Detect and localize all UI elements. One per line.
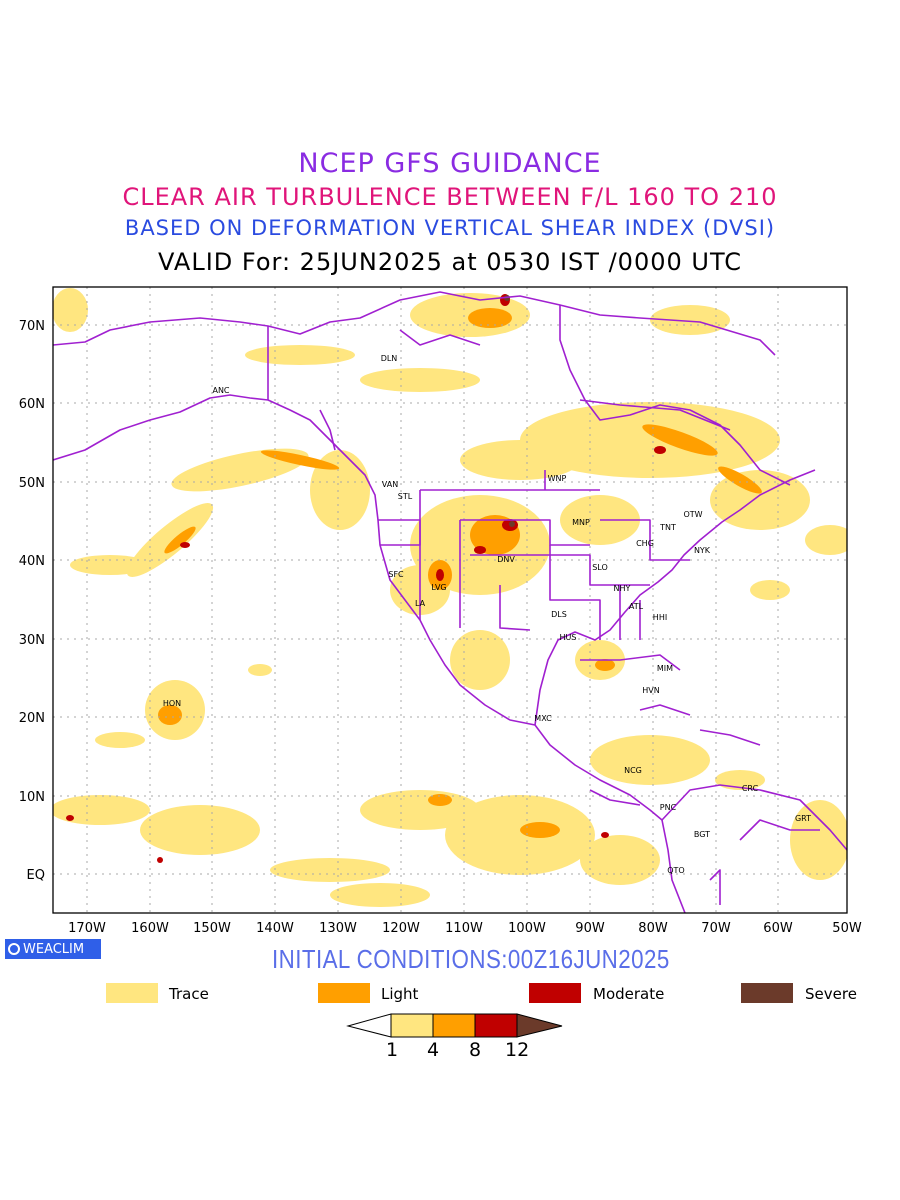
- station-label: HON: [163, 699, 181, 708]
- colorbar-tick: 12: [505, 1039, 530, 1061]
- longitude-labels: 170W 160W 150W 140W 130W 120W 110W 100W 90W 80W 70…: [68, 921, 862, 936]
- station-label: CRC: [742, 784, 759, 793]
- station-label: ATL: [629, 602, 644, 611]
- station-label: QTO: [667, 866, 684, 875]
- colorbar-tick: 1: [386, 1039, 399, 1061]
- lon-label: 170W: [68, 921, 106, 936]
- station-label: SLO: [592, 563, 608, 572]
- station-label: DLN: [381, 354, 398, 363]
- circle-logo-icon: [8, 943, 20, 955]
- lat-label: 20N: [19, 711, 45, 726]
- lat-label: 50N: [19, 476, 45, 491]
- colorbar-tick: 4: [427, 1039, 440, 1061]
- station-label: MIM: [657, 664, 673, 673]
- colorbar-moderate: [474, 1013, 518, 1038]
- lon-label: 110W: [445, 921, 483, 936]
- lat-label: 60N: [19, 397, 45, 412]
- station-label: WNP: [548, 474, 567, 483]
- station-label: GRT: [795, 814, 811, 823]
- legend-swatch-light: [318, 983, 370, 1003]
- lon-label: 130W: [319, 921, 357, 936]
- boundaries: [53, 291, 847, 913]
- lon-label: 70W: [701, 921, 731, 936]
- lon-label: 120W: [382, 921, 420, 936]
- station-label: VAN: [382, 480, 398, 489]
- turbulence-field: [53, 288, 847, 907]
- latitude-labels: 70N 60N 50N 40N 30N 20N 10N EQ: [19, 319, 45, 883]
- weaclim-badge: WEACLIM: [5, 939, 101, 959]
- lon-label: 60W: [763, 921, 793, 936]
- colorbar-trace: [390, 1013, 434, 1038]
- station-label: LA: [415, 599, 426, 608]
- colorbar: [346, 1013, 563, 1038]
- lon-label: 140W: [256, 921, 294, 936]
- lon-label: 50W: [832, 921, 862, 936]
- station-label: STL: [398, 492, 413, 501]
- legend-swatch-trace: [106, 983, 158, 1003]
- station-label: DNV: [497, 555, 515, 564]
- colorbar-high-arrow: [516, 1013, 563, 1038]
- valid-time: VALID For: 25JUN2025 at 0530 IST /0000 U…: [158, 248, 742, 276]
- station-label: NCG: [624, 766, 642, 775]
- station-label: HHI: [653, 613, 667, 622]
- legend-swatch-severe: [741, 983, 793, 1003]
- lat-label: 40N: [19, 554, 45, 569]
- station-label: MXC: [534, 714, 552, 723]
- legend-label-trace: Trace: [169, 985, 209, 1003]
- station-label: NHY: [614, 584, 631, 593]
- station-label: NYK: [694, 546, 711, 555]
- station-label: OTW: [683, 510, 702, 519]
- lon-label: 90W: [575, 921, 605, 936]
- station-label: CHG: [636, 539, 654, 548]
- lon-label: 150W: [193, 921, 231, 936]
- station-label: PNC: [660, 803, 677, 812]
- colorbar-light: [432, 1013, 476, 1038]
- station-label: HUS: [560, 633, 577, 642]
- lon-label: 160W: [131, 921, 169, 936]
- colorbar-low-arrow: [346, 1013, 392, 1038]
- badge-label: WEACLIM: [23, 941, 85, 957]
- legend-label-moderate: Moderate: [593, 985, 665, 1003]
- lat-label: 30N: [19, 633, 45, 648]
- station-label: DLS: [551, 610, 567, 619]
- station-label: HVN: [642, 686, 659, 695]
- chart-title: NCEP GFS GUIDANCE: [298, 148, 602, 179]
- legend-swatch-moderate: [529, 983, 581, 1003]
- station-label: TNT: [659, 523, 676, 532]
- colorbar-tick: 8: [469, 1039, 482, 1061]
- map-frame: [52, 286, 848, 914]
- method-subtitle: BASED ON DEFORMATION VERTICAL SHEAR INDE…: [124, 216, 776, 240]
- lat-label: 10N: [19, 790, 45, 805]
- lon-label: 100W: [508, 921, 546, 936]
- lat-label: 70N: [19, 319, 45, 334]
- station-label: SFC: [388, 570, 404, 579]
- chart-subtitle: CLEAR AIR TURBULENCE BETWEEN F/L 160 TO …: [122, 183, 778, 211]
- initial-conditions: INITIAL CONDITIONS:00Z16JUN2025: [272, 944, 670, 974]
- legend-label-severe: Severe: [805, 985, 857, 1003]
- lat-label: EQ: [27, 868, 45, 883]
- station-label: BGT: [694, 830, 710, 839]
- station-label: MNP: [572, 518, 590, 527]
- station-label: LVG: [431, 583, 446, 592]
- station-label: ANC: [212, 386, 229, 395]
- lon-label: 80W: [638, 921, 668, 936]
- legend-label-light: Light: [381, 985, 419, 1003]
